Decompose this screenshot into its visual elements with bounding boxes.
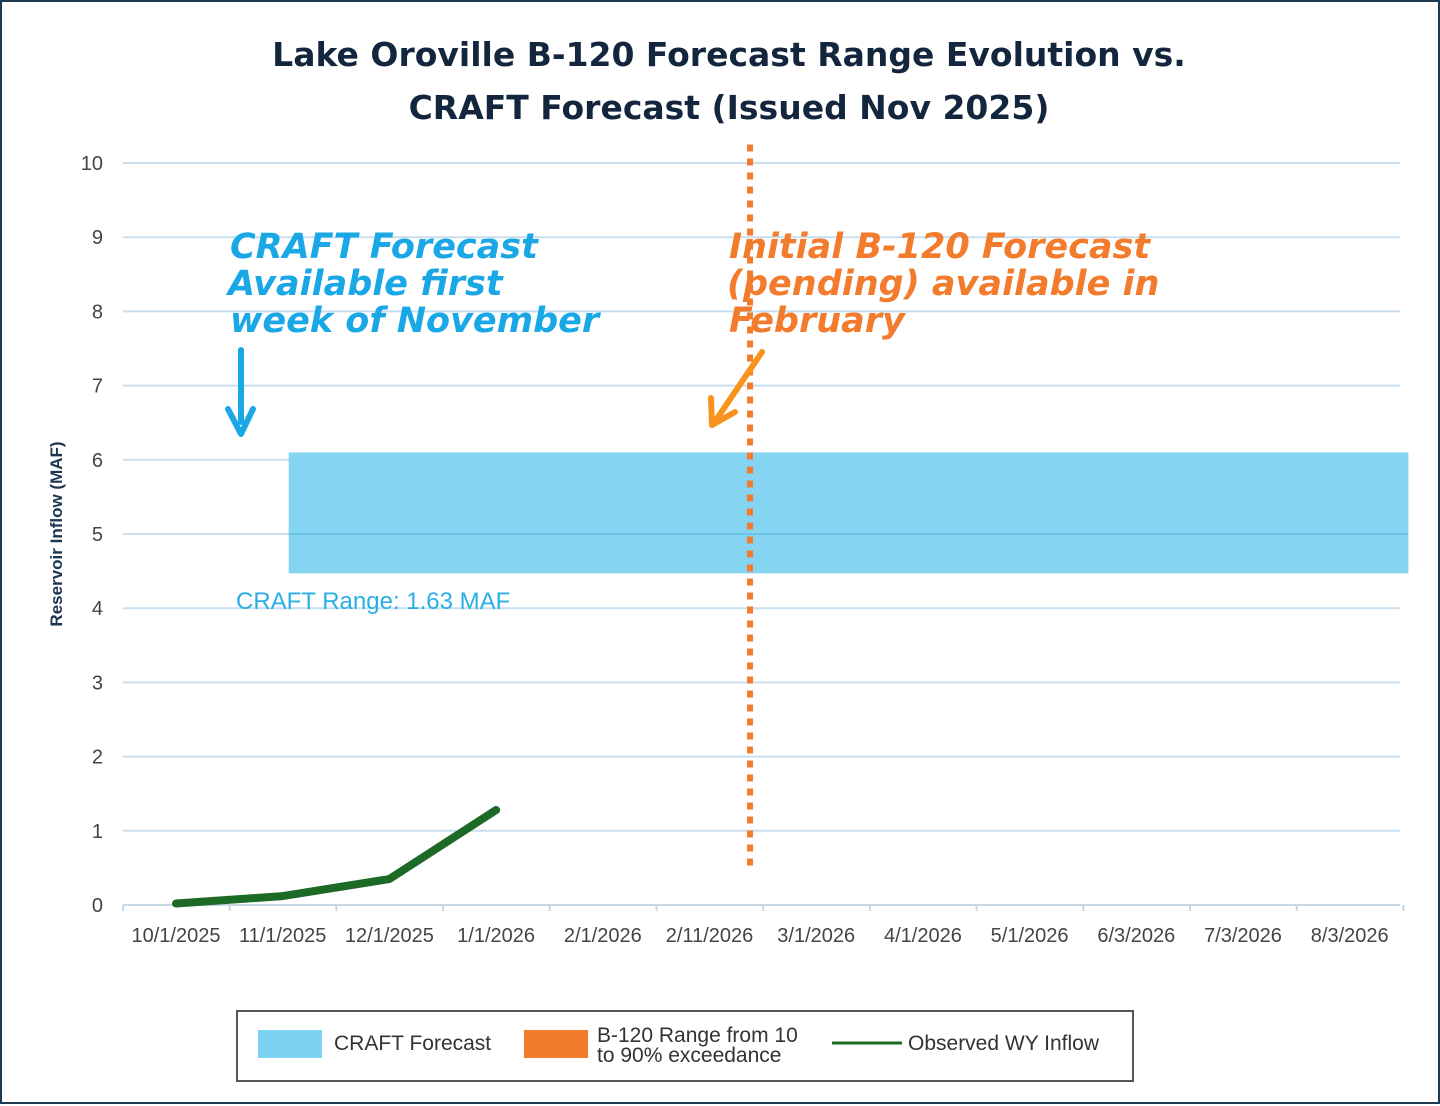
- y-tick-label-9: 9: [92, 227, 103, 249]
- x-axis: [122, 904, 1405, 911]
- legend-label-b120-line-2: to 90% exceedance: [597, 1044, 781, 1067]
- y-tick-label-6: 6: [92, 450, 103, 472]
- craft-annotation: CRAFT Forecast Available first week of N…: [225, 227, 602, 437]
- observed-inflow-point: [493, 807, 500, 814]
- x-tick-label: 3/1/2026: [777, 925, 855, 947]
- b120-annotation-line-3: February: [729, 301, 907, 341]
- x-tick-label: 2/1/2026: [564, 925, 642, 947]
- x-tick-label: 5/1/2026: [991, 925, 1069, 947]
- craft-annotation-line-3: week of November: [230, 301, 602, 341]
- x-tick-label: 10/1/2025: [132, 925, 221, 947]
- y-tick-label-10: 10: [81, 153, 103, 175]
- observed-inflow-point: [279, 893, 286, 900]
- b120-annotation: Initial B-120 Forecast (pending) availab…: [708, 227, 1159, 428]
- chart-title-line-1: Lake Oroville B-120 Forecast Range Evolu…: [272, 35, 1186, 74]
- x-tick-label: 8/3/2026: [1311, 925, 1389, 947]
- x-tick-label: 7/3/2026: [1204, 925, 1282, 947]
- x-tick-labels: 10/1/2025 11/1/2025 12/1/2025 1/1/2026 2/1/2…: [132, 925, 1389, 947]
- legend-symbol-b120: [524, 1030, 588, 1058]
- craft-annotation-line-2: Available first: [225, 264, 504, 304]
- b120-annotation-line-1: Initial B-120 Forecast: [729, 227, 1151, 267]
- x-tick-label: 12/1/2025: [345, 925, 434, 947]
- observed-inflow-line: [172, 806, 501, 908]
- y-tick-label-7: 7: [92, 376, 103, 398]
- legend: CRAFT Forecast B-120 Range from 10 to 90…: [236, 1010, 1134, 1082]
- y-tick-label-3: 3: [92, 672, 103, 694]
- y-tick-label-8: 8: [92, 301, 103, 323]
- y-tick-labels: 0 1 2 3 4 5 6 7 8 9 10: [81, 153, 103, 917]
- x-tick-label: 11/1/2025: [239, 925, 327, 947]
- observed-inflow-point: [386, 876, 393, 883]
- craft-range-label: CRAFT Range: 1.63 MAF: [236, 588, 510, 615]
- legend-label-observed: Observed WY Inflow: [908, 1032, 1100, 1055]
- arrow-down-icon: [225, 347, 256, 437]
- y-tick-label-4: 4: [92, 598, 103, 620]
- y-tick-label-5: 5: [92, 524, 103, 546]
- legend-box: [236, 1010, 1134, 1082]
- legend-label-craft: CRAFT Forecast: [334, 1032, 491, 1055]
- craft-forecast-band: [288, 452, 1409, 574]
- observed-inflow-point: [173, 900, 179, 907]
- x-tick-label: 2/11/2026: [666, 925, 754, 947]
- legend-label-b120-line-1: B-120 Range from 10: [597, 1024, 798, 1047]
- x-tick-label: 6/3/2026: [1097, 925, 1175, 947]
- y-tick-label-1: 1: [92, 821, 103, 843]
- y-tick-label-2: 2: [92, 747, 103, 769]
- arrow-down-left-icon: [708, 349, 765, 428]
- x-tick-label: 4/1/2026: [884, 925, 962, 947]
- craft-annotation-line-1: CRAFT Forecast: [230, 227, 539, 267]
- craft-band-layer: [288, 452, 1409, 574]
- b120-annotation-line-2: (pending) available in: [727, 264, 1159, 304]
- y-tick-label-0: 0: [92, 895, 103, 917]
- x-tick-label: 1/1/2026: [457, 925, 535, 947]
- observed-line-layer: [172, 806, 501, 908]
- chart-title-line-2: CRAFT Forecast (Issued Nov 2025): [409, 88, 1050, 127]
- y-axis-label: Reservoir Inflow (MAF): [47, 441, 66, 626]
- legend-symbol-craft: [258, 1030, 322, 1058]
